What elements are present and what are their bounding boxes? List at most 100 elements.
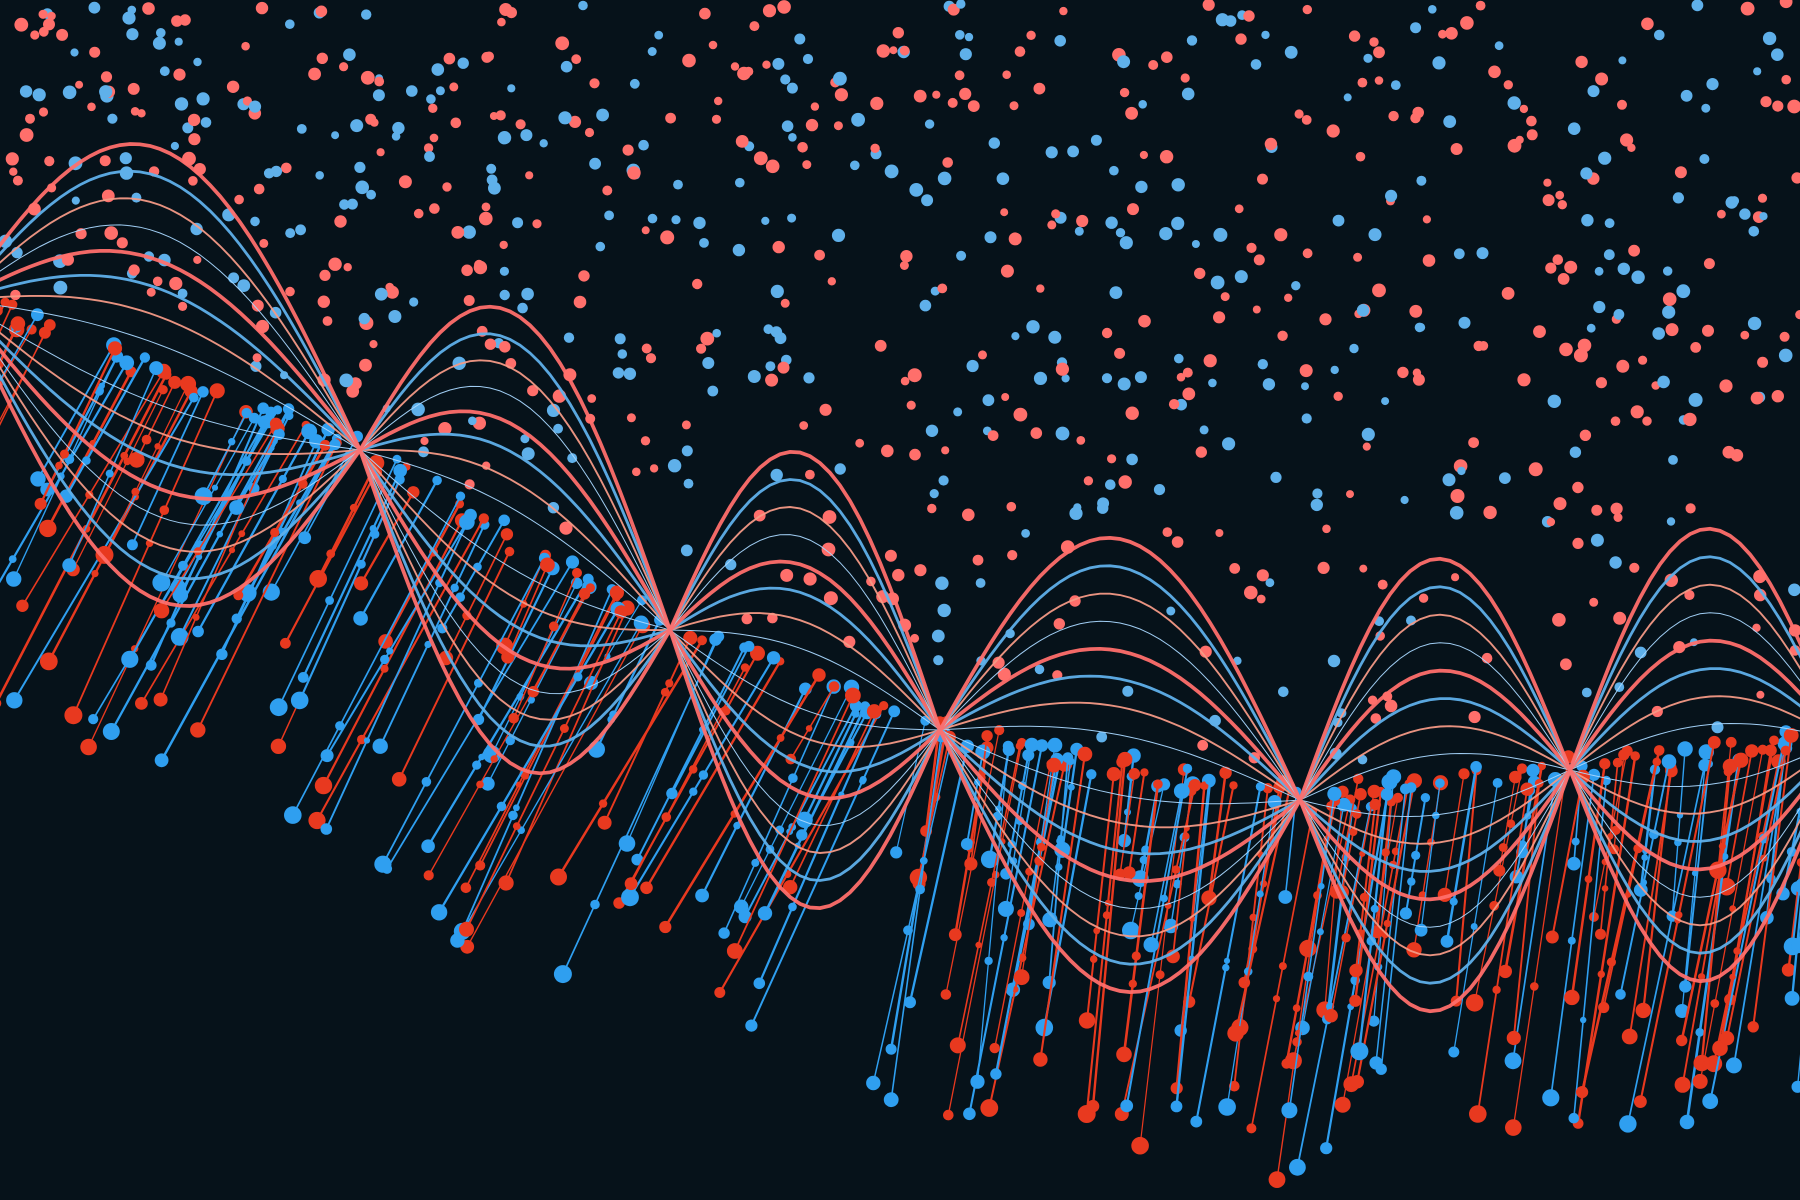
spine-line [1039, 753, 1086, 1061]
spine-tail-dot [1324, 1008, 1338, 1023]
spine-head-dot [107, 341, 123, 356]
scatter-dot [1055, 426, 1070, 441]
wave-curve [0, 224, 1800, 910]
scatter-dot [1634, 646, 1647, 659]
scatter-dot [369, 340, 378, 349]
spine-head-dot [633, 615, 649, 631]
spine-mid-dot [1710, 999, 1720, 1008]
scatter-dot [1442, 473, 1456, 487]
scatter-dot [1246, 242, 1257, 253]
scatter-dot [517, 302, 528, 314]
scatter-dot [711, 114, 722, 124]
scatter-dot [248, 100, 262, 113]
spine-line [994, 763, 1052, 1049]
scatter-dot [360, 70, 375, 85]
scatter-dot [1074, 226, 1084, 236]
scatter-dot [947, 3, 960, 16]
spine-mid-dot [1530, 982, 1539, 991]
scatter-dot [560, 60, 573, 73]
scatter-dot [1234, 204, 1244, 214]
scatter-dot [1688, 392, 1703, 407]
spine-tail-dot [1289, 1158, 1306, 1176]
spine-mid-dot [1057, 834, 1064, 842]
scatter-dot [1546, 517, 1556, 527]
scatter-dot [578, 270, 590, 282]
spine-mid-dot [660, 687, 670, 697]
scatter-dot [1666, 517, 1676, 526]
scatter-dot [924, 119, 935, 129]
scatter-dot [328, 257, 342, 271]
scatter-dot [1180, 73, 1190, 83]
spine-line [740, 686, 853, 908]
scatter-dot [1476, 247, 1489, 260]
spine-head-dot [188, 392, 199, 403]
spine-head-dot [161, 369, 172, 380]
spine-head-dot [1769, 735, 1779, 746]
scatter-dot [1252, 305, 1261, 314]
spine-tail-dot [423, 870, 434, 881]
spine-head-dot [1783, 728, 1799, 743]
spine-line [1444, 773, 1465, 896]
scatter-dot [1428, 5, 1437, 14]
spine-mid-dot [270, 527, 280, 538]
scatter-dot [823, 591, 838, 606]
scatter-dot [1215, 13, 1229, 27]
scatter-dot [714, 96, 723, 106]
scatter-dot [38, 107, 49, 117]
scatter-dot [484, 338, 497, 350]
spine-head-dot [1677, 741, 1693, 757]
spine-head-dot [614, 605, 628, 619]
scatter-dot [921, 194, 934, 207]
spine-tail-dot [1023, 918, 1035, 931]
spine-head-dot [866, 704, 882, 719]
spine-head-dot [709, 633, 722, 646]
scatter-dot [682, 53, 696, 68]
scatter-dot [1014, 46, 1026, 57]
spine-mid-dot [1278, 962, 1287, 971]
scatter-dot [1533, 325, 1546, 338]
scatter-dot [699, 7, 711, 20]
scatter-dot [234, 194, 244, 205]
scatter-dot [193, 57, 202, 67]
scatter-dot [355, 180, 370, 195]
spine-line [1512, 756, 1570, 1129]
scatter-dot [1662, 292, 1677, 307]
spine-mid-dot [847, 738, 855, 746]
scatter-dot [563, 332, 575, 343]
spine-mid-dot [1729, 973, 1736, 981]
spine-line [1726, 749, 1787, 1040]
wave-curve [0, 331, 1800, 845]
scatter-dot [1781, 74, 1791, 85]
spine-mid-dot [1580, 1016, 1587, 1024]
spine-line [1699, 749, 1764, 1083]
scatter-dot [573, 295, 587, 309]
spine-head-dot [1630, 751, 1640, 761]
scatter-dot [1590, 533, 1604, 547]
scatter-dot [1501, 287, 1515, 300]
scatter-dot [1126, 453, 1138, 466]
scatter-dot [1757, 356, 1769, 368]
spine-tail-dot [960, 838, 974, 851]
scatter-dot [1215, 529, 1224, 537]
scatter-dot [1115, 228, 1126, 238]
spine-tail-dot [1568, 1112, 1580, 1124]
scatter-dot [1572, 537, 1584, 550]
scatter-dot [241, 41, 250, 51]
wave-curve [0, 359, 1800, 957]
spine-tail-dot [588, 741, 605, 758]
spine-mid-dot [1134, 892, 1143, 900]
spine-tail-dot [726, 943, 743, 959]
spine-mid-dot [1341, 933, 1351, 943]
spine-tail-dot [270, 738, 287, 754]
spine-line [744, 704, 857, 918]
scatter-dot [285, 228, 296, 239]
spine-tail-dot [459, 921, 474, 937]
spine-tail-dot [1693, 1054, 1710, 1072]
spine-mid-dot [238, 530, 246, 538]
scatter-dot [1333, 391, 1343, 401]
spine-line [1150, 790, 1183, 946]
spine-mid-dot [734, 821, 741, 829]
spine-tail-dot [1033, 1052, 1048, 1067]
spine-line [723, 685, 835, 934]
spine-line [1420, 782, 1441, 931]
